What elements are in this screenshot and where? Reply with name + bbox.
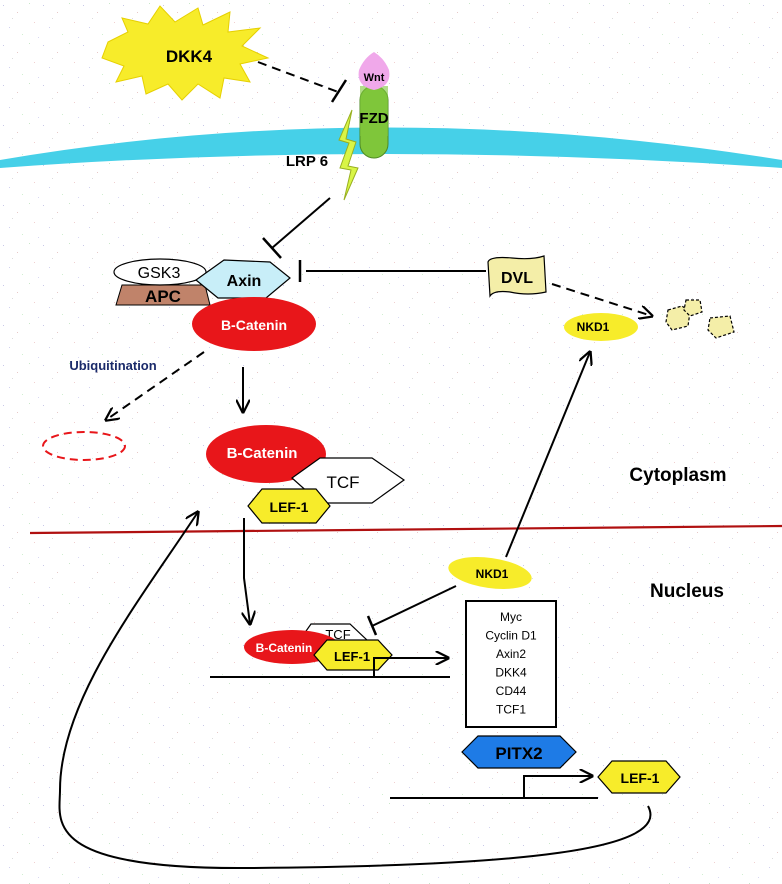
- bcatenin-middle-node: [206, 425, 326, 483]
- gsk3-node: [113, 258, 207, 286]
- lef1-feedback-arrow: [58, 512, 652, 870]
- fzd-receptor: FZD: [359, 85, 389, 159]
- dkk4-inhibition-bar: [330, 79, 348, 103]
- bcatenin-middle-label: B-Catenin: [227, 445, 298, 462]
- apc-label: APC: [145, 287, 181, 306]
- wnt-ligand: Wnt: [358, 52, 390, 90]
- bcatenin-translocation-arrow: [244, 518, 250, 624]
- lef1-middle-node: [247, 488, 331, 524]
- dkk4-starburst: DKK4: [101, 5, 270, 101]
- lef1-middle-label: LEF-1: [270, 499, 309, 515]
- lef1-bottom-label: LEF-1: [621, 770, 660, 786]
- target-gene-item: TCF1: [496, 703, 526, 717]
- lef1-dna-label: LEF-1: [334, 649, 370, 664]
- target-gene-item: Axin2: [496, 647, 526, 661]
- nkd1-nucleus-node: [448, 557, 532, 589]
- target-gene-item: Cyclin D1: [485, 629, 537, 643]
- degraded-bcatenin: [42, 431, 126, 461]
- transcription-arrow: [373, 658, 448, 677]
- dvl-degraded-fragments: [665, 299, 735, 339]
- gsk3-label: GSK3: [138, 265, 181, 282]
- lef1-dna-node: [313, 639, 393, 671]
- fzd-label: FZD: [359, 110, 388, 127]
- bcatenin-dna-label: B-Catenin: [256, 641, 313, 655]
- axin-label: Axin: [227, 273, 262, 290]
- lef1-bottom-node: [597, 760, 681, 794]
- wnt-label: Wnt: [364, 72, 385, 84]
- target-gene-item: DKK4: [495, 666, 527, 680]
- nkd1-tcf-inhibition-line: [371, 585, 457, 627]
- nkd1-tcf-inhibition-bar: [366, 615, 378, 636]
- lrp6-receptor: [338, 109, 359, 201]
- cytoplasm-label: Cytoplasm: [629, 465, 726, 486]
- ubiquitination-label: Ubiquitination: [69, 358, 156, 373]
- tcf-middle-label: TCF: [326, 473, 359, 492]
- ubiquitination-arrow: [106, 351, 205, 420]
- pitx2-node: [461, 735, 577, 769]
- lrp6-axin-inhibition-line: [271, 197, 331, 249]
- dvl-node: DVL: [487, 255, 547, 298]
- dvl-degradation-arrow: [551, 283, 652, 316]
- bcatenin-cytoplasm-label: B-Catenin: [221, 317, 287, 333]
- lef1-transcription-arrow: [523, 776, 592, 798]
- nkd1-nucleus-label: NKD1: [476, 567, 509, 581]
- nkd1-export-arrow: [505, 352, 590, 558]
- target-genes-box: [465, 600, 557, 728]
- nkd1-cytoplasm-label: NKD1: [577, 320, 610, 334]
- nkd1-cytoplasm-node: [564, 313, 638, 341]
- pitx2-label: PITX2: [495, 744, 542, 763]
- target-genes-list: Myc Cyclin D1 Axin2 DKK4 CD44 TCF1: [485, 610, 537, 717]
- dvl-label: DVL: [501, 270, 533, 287]
- bcatenin-cytoplasm-node: [192, 297, 316, 351]
- nucleus-label: Nucleus: [650, 581, 724, 602]
- axin-node: [195, 259, 291, 299]
- target-gene-item: CD44: [496, 684, 527, 698]
- cell-membrane: [0, 127, 782, 168]
- lrp6-label: LRP 6: [286, 153, 328, 170]
- target-gene-item: Myc: [500, 610, 522, 624]
- dkk4-label: DKK4: [166, 47, 213, 66]
- nuclear-membrane: [29, 524, 782, 535]
- destruction-complex: APC GSK3 Axin: [113, 258, 291, 306]
- lrp6-axin-inhibition-bar: [262, 237, 282, 259]
